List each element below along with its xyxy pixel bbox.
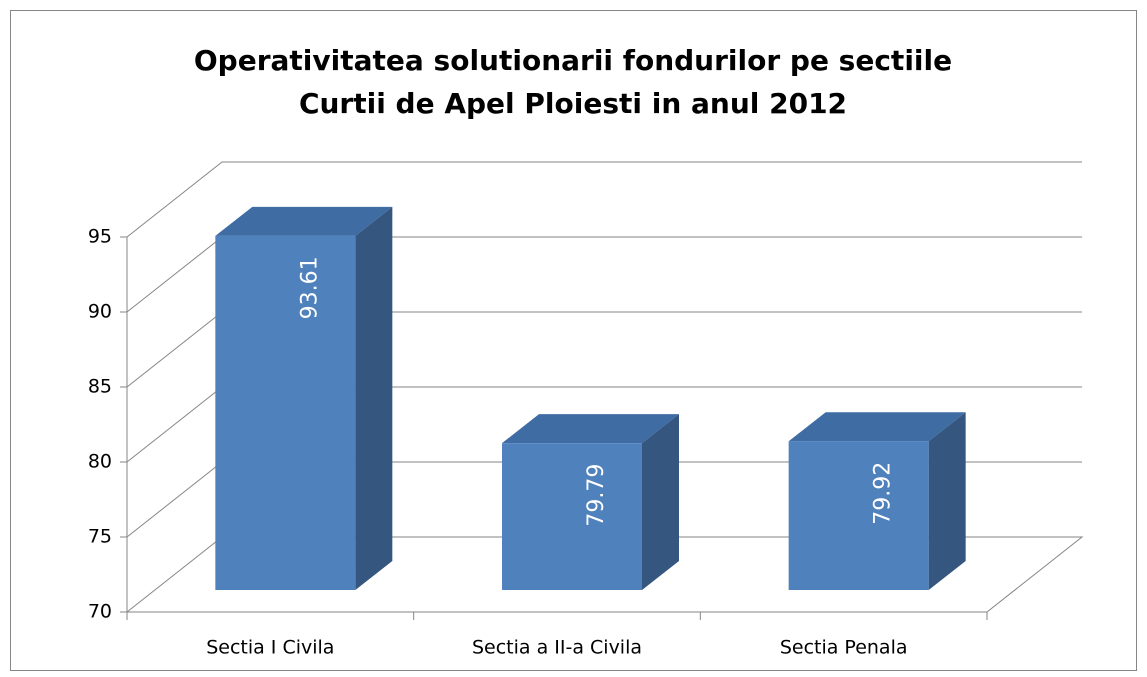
bar-top (788, 412, 966, 442)
y-tick-label: 95 (88, 226, 112, 248)
bar-top (215, 206, 393, 236)
bar (215, 235, 356, 590)
data-label: 79.79 (584, 464, 609, 527)
bar-side (355, 206, 393, 590)
y-tick-label: 75 (88, 526, 112, 548)
grid-line (126, 161, 1082, 238)
bar-side (928, 412, 966, 590)
y-tick-label: 70 (88, 601, 112, 623)
data-label: 93.61 (297, 256, 322, 319)
x-tick-label: Sectia Penala (780, 637, 908, 659)
x-tick-label: Sectia I Civila (206, 637, 334, 659)
y-tick-label: 80 (88, 451, 112, 473)
data-label: 79.92 (871, 462, 896, 525)
bar (502, 443, 642, 590)
bar-side (642, 414, 679, 590)
bar (788, 441, 929, 590)
y-tick-label: 85 (88, 376, 112, 398)
x-tick-label: Sectia a II-a Civila (472, 637, 642, 659)
chart-title: Operativitatea solutionarii fondurilor p… (194, 44, 952, 77)
y-tick-label: 90 (88, 301, 112, 323)
chart-title: Curtii de Apel Ploiesti in anul 2012 (299, 87, 847, 120)
bar-top (502, 414, 679, 444)
